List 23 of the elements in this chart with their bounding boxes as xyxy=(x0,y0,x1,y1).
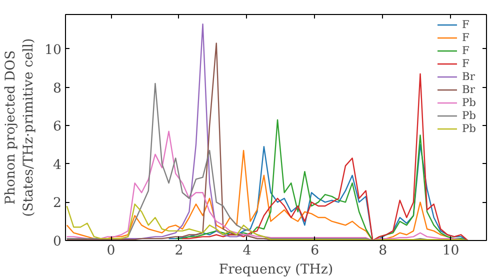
x-tick-label: 2 xyxy=(174,244,184,258)
legend-label: Br xyxy=(462,70,476,83)
legend-label: F xyxy=(462,18,470,31)
y-axis-title: Phonon projected DOS (States/THz·primitive cell) xyxy=(4,38,37,217)
x-tick-label: 10 xyxy=(442,244,460,258)
x-axis-title: Frequency (THz) xyxy=(218,262,334,278)
legend-label: Pb xyxy=(462,109,477,122)
x-tick-label: 6 xyxy=(310,244,320,258)
line-series xyxy=(66,204,468,240)
y-tick-label: 10 xyxy=(44,42,62,58)
legend-label: F xyxy=(462,44,470,57)
legend-label: Pb xyxy=(462,96,477,109)
y-tick-label: 2 xyxy=(53,196,62,212)
y-tick-label: 8 xyxy=(53,81,62,96)
x-tick-label: 8 xyxy=(378,244,388,258)
y-tick-label: 6 xyxy=(53,120,62,135)
x-tick-label: 4 xyxy=(242,244,252,258)
x-tick-label: 0 xyxy=(106,244,116,258)
y-tick-label: 4 xyxy=(53,158,62,173)
legend-label: Pb xyxy=(462,122,477,135)
legend-label: F xyxy=(462,31,470,44)
legend-label: Br xyxy=(462,83,476,96)
legend-label: F xyxy=(462,57,470,70)
